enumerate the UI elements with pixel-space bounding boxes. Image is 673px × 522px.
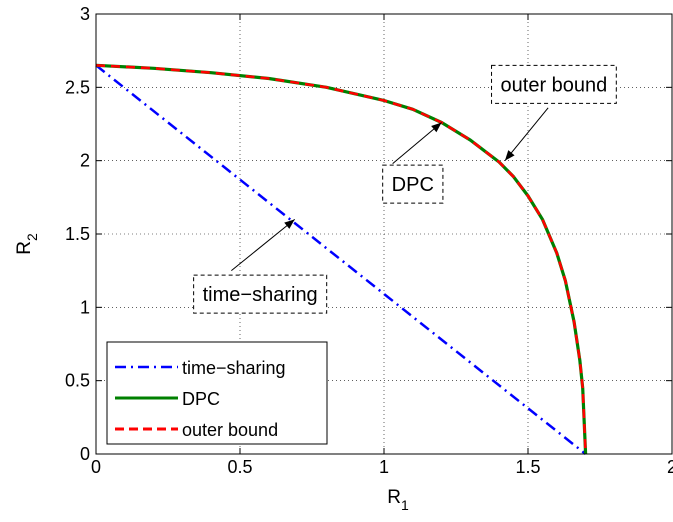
series-line-outer-bound [95,64,587,455]
series-layer [95,63,588,455]
y-tick-label: 0 [80,444,90,464]
x-tick-label: 2 [667,457,673,477]
legend-label-time-sharing: time−sharing [182,358,286,378]
y-tick-label: 1 [80,297,90,317]
annotation-box-time-sharing [193,274,328,314]
annotation-arrowhead [284,219,295,229]
legend-box [106,341,328,445]
annotation-arrow-time-sharing [231,218,296,272]
annotation-arrowhead [504,150,515,161]
y-tick-label: 2 [80,151,90,171]
y-tick-label: 1.5 [65,224,90,244]
annotation-arrowhead [431,122,442,133]
annotation-label-time-sharing: time−sharing [203,284,318,306]
axis-ticks: 0 0.5 1 1.5 2 0 0.5 1 1.5 2 2.5 3 [65,4,673,477]
annotation-arrow-outer-bound [504,107,549,161]
annotation-arrow-dpc [392,122,442,164]
x-axis-label: R1 [387,487,409,513]
x-tick-label: 1 [379,457,389,477]
x-tick-label: 0 [91,457,101,477]
y-tick-label: 2.5 [65,77,90,97]
legend: time−sharing DPC outer bound [106,341,328,445]
annotation-label-dpc: DPC [392,174,434,196]
x-tick-label: 1.5 [515,457,540,477]
y-tick-label: 3 [80,4,90,24]
legend-label-outer-bound: outer bound [182,420,278,440]
y-tick-label: 0.5 [65,371,90,391]
annotations-layer: outer bound DPC time−sharing [193,64,617,314]
annotation-box-outer-bound [491,64,617,104]
annotation-box-dpc [382,164,444,204]
legend-label-dpc: DPC [182,389,220,409]
x-tick-label: 0.5 [227,457,252,477]
annotation-label-outer-bound: outer bound [501,74,608,96]
y-axis-label: R2 [14,233,40,255]
